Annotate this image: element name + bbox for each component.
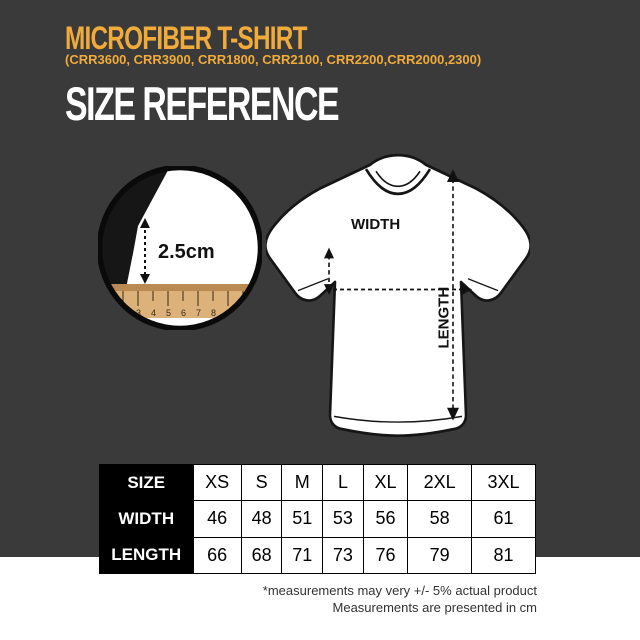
svg-text:8: 8 (211, 308, 216, 318)
svg-text:mm: mm (106, 311, 118, 318)
svg-text:2.5cm: 2.5cm (158, 241, 215, 263)
svg-text:7: 7 (196, 308, 201, 318)
svg-text:4: 4 (151, 308, 156, 318)
svg-text:5: 5 (166, 308, 171, 318)
svg-text:6: 6 (181, 308, 186, 318)
